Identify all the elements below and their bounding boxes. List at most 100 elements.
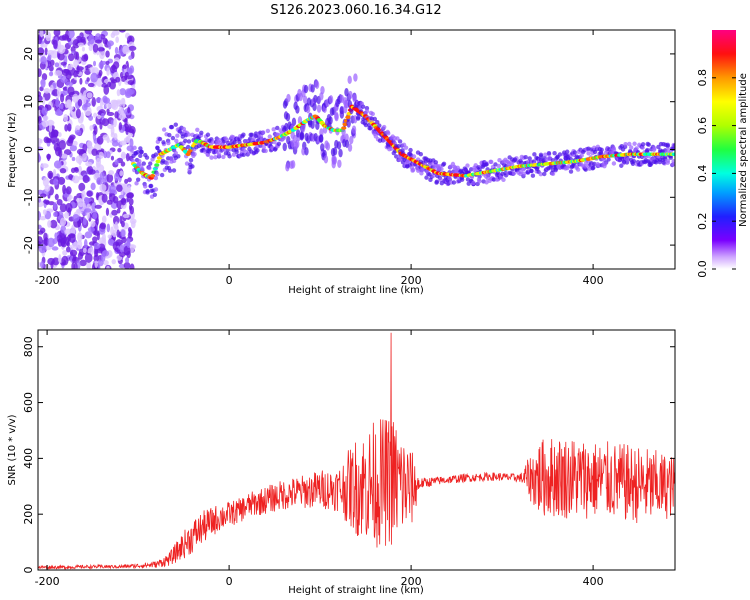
ridge-halo (586, 151, 591, 156)
noise-speck (80, 111, 84, 122)
ridge-halo (527, 156, 532, 161)
noise-speck (69, 249, 78, 257)
noise-speck (59, 168, 67, 174)
ridge-halo (295, 105, 300, 114)
noise-speck (44, 184, 51, 192)
ridge-halo (640, 145, 645, 150)
ridge-halo (351, 125, 357, 134)
noise-speck (107, 124, 115, 129)
noise-speck (123, 261, 131, 269)
ridge-halo (532, 152, 537, 157)
noise-speck (113, 215, 120, 225)
ridge-halo (155, 145, 160, 150)
spectrogram-x-label: Height of straight line (km) (288, 285, 424, 296)
noise-speck (43, 91, 51, 101)
noise-speck (38, 152, 41, 163)
ridge-halo (171, 168, 177, 173)
noise-speck (78, 182, 86, 192)
noise-speck (41, 120, 50, 128)
ridge-halo (168, 156, 174, 161)
noise-speck (72, 175, 80, 184)
ridge-halo (213, 155, 218, 160)
ridge-halo (188, 158, 194, 163)
noise-speck (77, 239, 83, 250)
noise-speck (38, 146, 44, 151)
spectrogram-y-tick-label: -20 (22, 236, 35, 254)
colorbar: 0.0 0.2 0.4 0.6 0.8 Normalized spectral ampl… (696, 30, 749, 278)
ridge-halo (611, 161, 617, 166)
ridge-halo (186, 132, 191, 137)
ridge-halo (332, 147, 338, 156)
ridge-halo (552, 150, 557, 156)
ridge-halo (139, 149, 144, 154)
ridge-halo (538, 172, 544, 177)
noise-speck (127, 192, 135, 199)
noise-speck (90, 72, 98, 83)
ridge-halo (316, 104, 322, 113)
ridge-halo (543, 152, 548, 157)
noise-speck (127, 185, 131, 193)
noise-speck (44, 47, 48, 56)
noise-speck (38, 36, 42, 45)
noise-speck (117, 147, 122, 153)
noise-speck (66, 99, 72, 108)
noise-speck (124, 178, 129, 184)
ridge-halo (232, 140, 237, 145)
ridge-halo (579, 153, 584, 158)
figure-title: S126.2023.060.16.34.G12 (270, 3, 441, 18)
ridge-halo (451, 180, 457, 185)
ridge-halo (336, 141, 342, 150)
noise-speck (63, 149, 72, 156)
ridge-halo (346, 119, 351, 128)
ridge-halo (147, 165, 152, 171)
noise-speck (113, 117, 117, 128)
noise-speck (91, 201, 97, 211)
ridge-halo (285, 112, 291, 122)
noise-speck (57, 52, 65, 61)
noise-speck (100, 112, 105, 119)
noise-speck (116, 208, 121, 214)
ridge-halo (565, 149, 570, 154)
noise-speck (107, 238, 114, 246)
ridge-halo (195, 127, 200, 133)
noise-speck (63, 113, 69, 122)
ridge-core (342, 122, 348, 127)
noise-speck (90, 220, 96, 228)
snr-x-tick-label: 200 (401, 575, 422, 588)
noise-speck (103, 260, 109, 266)
ridge-halo (396, 144, 401, 149)
noise-speck (41, 107, 48, 116)
noise-speck (53, 202, 57, 210)
ridge-halo (234, 149, 239, 155)
ridge-core (341, 126, 347, 130)
ridge-halo (221, 154, 226, 160)
ridge-halo (319, 134, 324, 143)
noise-speck (108, 184, 117, 194)
noise-speck (81, 54, 88, 62)
noise-speck (101, 250, 110, 257)
ridge-halo (477, 178, 482, 184)
noise-speck (79, 259, 87, 267)
noise-speck (84, 68, 92, 75)
ridge-halo (304, 147, 309, 156)
ridge-halo (349, 135, 354, 145)
ridge-halo (672, 143, 675, 148)
noise-speck (125, 152, 130, 162)
noise-speck (88, 169, 96, 175)
noise-speck (95, 217, 99, 226)
noise-speck (84, 231, 93, 239)
noise-speck (72, 39, 80, 49)
noise-speck (53, 142, 60, 152)
colorbar-ticks: 0.0 0.2 0.4 0.6 0.8 (696, 69, 736, 278)
ridge-halo (153, 187, 159, 192)
ridge-halo (310, 84, 315, 93)
noise-speck (73, 71, 78, 78)
ridge-halo (572, 150, 577, 155)
noise-speck (84, 30, 93, 35)
noise-speck (49, 219, 58, 229)
snr-y-tick-label: 800 (22, 336, 35, 357)
noise-speck (64, 211, 70, 219)
noise-speck (38, 243, 46, 248)
ridge-halo (363, 122, 369, 128)
ridge-halo (152, 192, 158, 197)
